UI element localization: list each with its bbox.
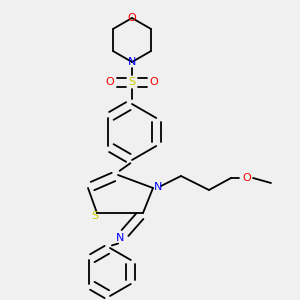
Text: N: N — [154, 182, 162, 192]
Text: O: O — [106, 77, 114, 87]
Text: O: O — [243, 173, 251, 183]
Text: N: N — [116, 233, 124, 243]
Text: S: S — [128, 77, 136, 87]
Text: O: O — [128, 13, 136, 23]
Text: N: N — [128, 57, 136, 67]
Text: O: O — [150, 77, 158, 87]
Text: S: S — [92, 211, 99, 221]
